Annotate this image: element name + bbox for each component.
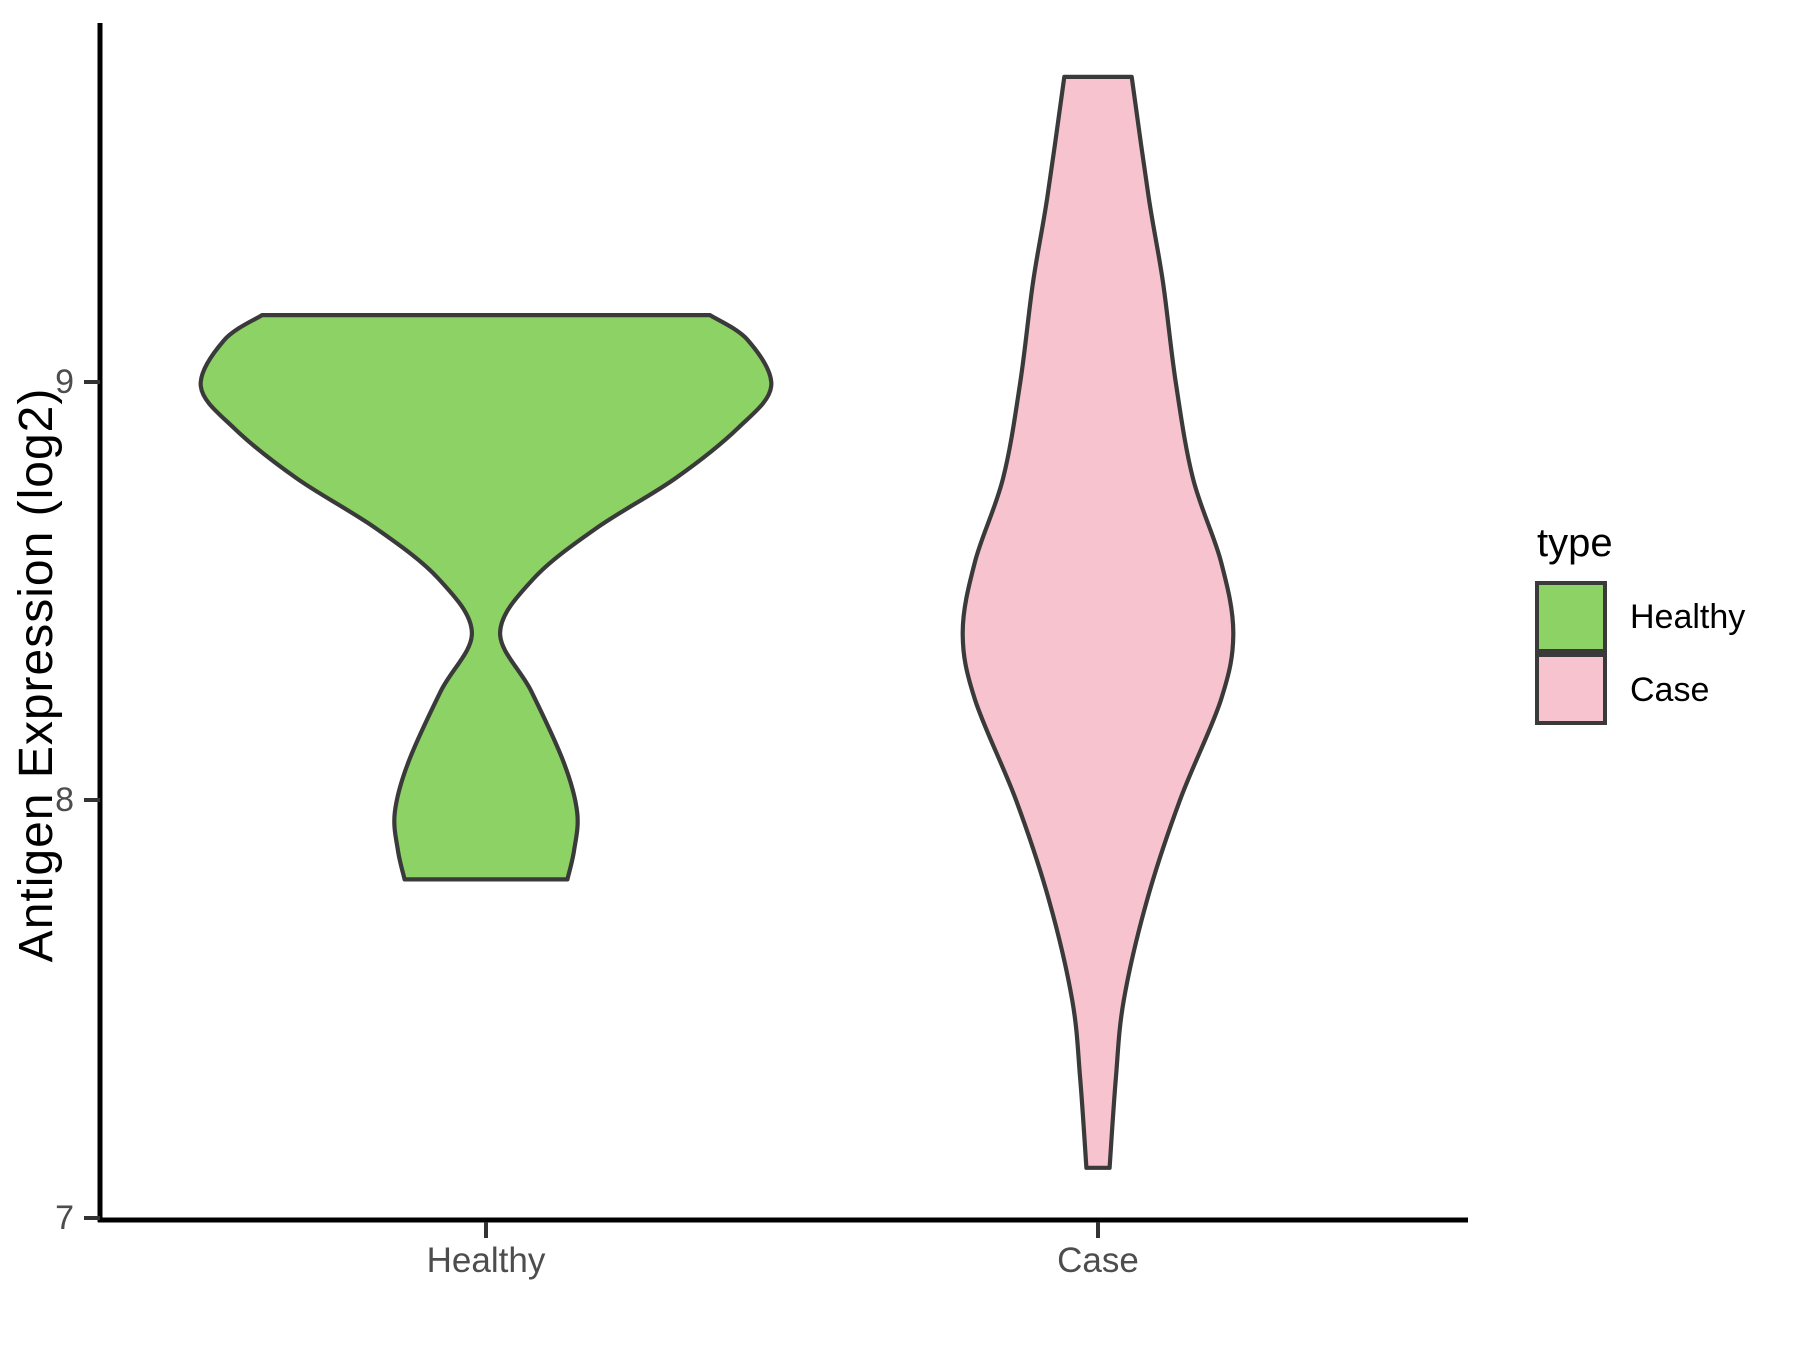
y-tick-label-8: 8 bbox=[55, 781, 74, 819]
legend-title: type bbox=[1537, 521, 1613, 565]
legend-swatch-case bbox=[1535, 653, 1607, 725]
y-tick-label-9: 9 bbox=[55, 363, 74, 401]
axes-group bbox=[84, 23, 1468, 1238]
y-axis-title: Antigen Expression (log2) bbox=[10, 388, 63, 963]
tick-labels-group: 9 8 7 Healthy Case bbox=[55, 363, 1139, 1280]
y-tick-label-7: 7 bbox=[55, 1199, 74, 1237]
violin-healthy bbox=[198, 313, 774, 882]
x-tick-label-case: Case bbox=[1057, 1241, 1139, 1280]
violin-case bbox=[960, 74, 1236, 1170]
violins-group bbox=[198, 74, 1236, 1170]
legend: type Healthy Case bbox=[1535, 521, 1745, 725]
legend-swatch-healthy bbox=[1535, 581, 1607, 653]
legend-label-case: Case bbox=[1630, 671, 1709, 709]
x-tick-label-healthy: Healthy bbox=[427, 1241, 546, 1280]
legend-label-healthy: Healthy bbox=[1630, 598, 1745, 636]
